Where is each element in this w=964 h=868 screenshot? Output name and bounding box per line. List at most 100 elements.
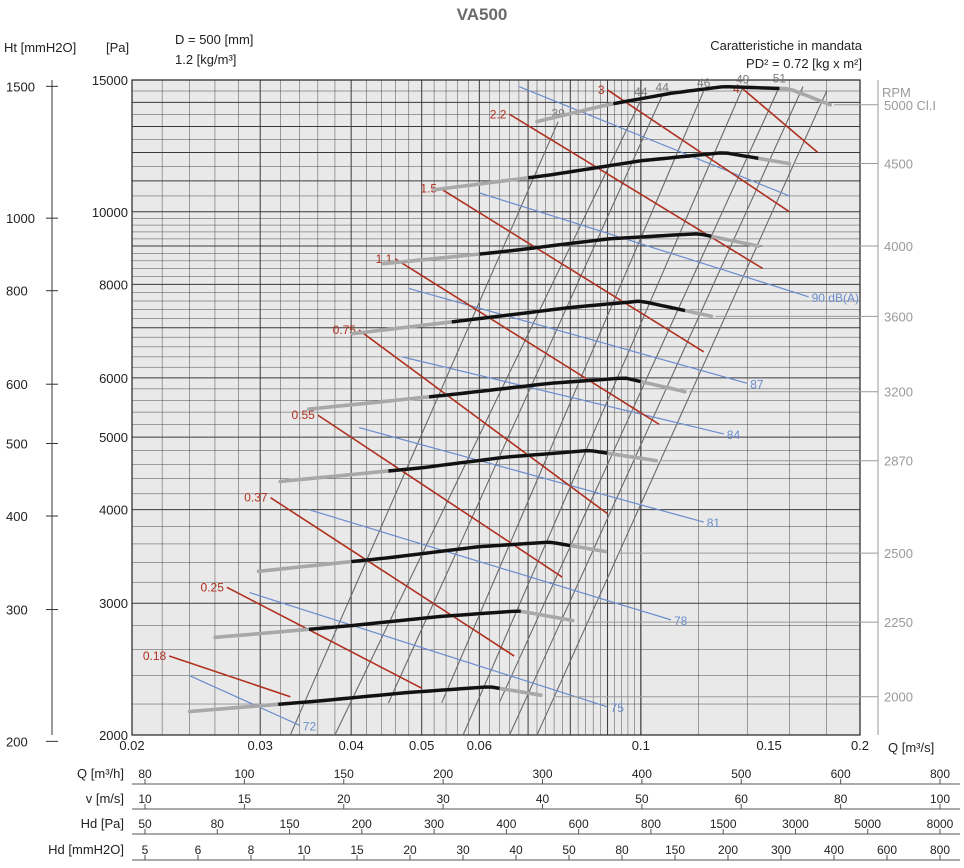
rpm-curves: 5000 Cl.I 4500 4000 3600 3200 2870 2500 2250 200…: [187, 84, 936, 714]
efficiency-line: [289, 121, 559, 736]
rpm-curve-operating: [350, 540, 571, 564]
bottom-scale-tick-label: 300: [424, 817, 444, 831]
pa-axis-title: [Pa]: [106, 40, 129, 55]
efficiency-line: [462, 87, 744, 736]
power-label: 0.75: [333, 323, 357, 337]
bottom-scale-tick-label: 200: [352, 817, 372, 831]
rpm-curve-operating: [613, 84, 780, 106]
efficiency-line: [334, 99, 642, 736]
noise-line: [358, 426, 704, 523]
power-line: [439, 187, 705, 353]
bottom-scale-tick-label: 80: [834, 792, 848, 806]
inertia-label: PD² = 0.72 [kg x m²]: [746, 56, 862, 71]
efficiency-line: [498, 86, 780, 703]
pa-tick-label: 6000: [99, 371, 128, 386]
rpm-curve-operating: [388, 448, 608, 473]
noise-label: 78: [674, 614, 688, 628]
rpm-curve-operating: [428, 376, 642, 399]
bottom-scale-tick-label: 200: [718, 843, 738, 857]
ht-tick-label: 1500: [6, 79, 35, 94]
noise-label: 87: [750, 377, 764, 391]
chart-title: VA500: [457, 5, 508, 24]
x-tick-label: 0.1: [632, 738, 650, 753]
bottom-scale-tick-label: 60: [735, 792, 749, 806]
rpm-value: 4500: [884, 157, 913, 172]
bottom-scale-tick-label: 100: [234, 767, 254, 781]
pa-tick-label: 10000: [92, 205, 128, 220]
bottom-scale-tick-label: 800: [641, 817, 661, 831]
bottom-scale-label: Hd [mmH2O]: [48, 842, 124, 857]
bottom-scale-tick-label: 150: [334, 767, 354, 781]
pa-tick-label: 8000: [99, 277, 128, 292]
delivery-characteristics-label: Caratteristiche in mandata: [710, 38, 863, 53]
power-label: 3: [598, 83, 605, 97]
bottom-scale-label: v [m/s]: [86, 791, 124, 806]
bottom-scale-label: Q [m³/h]: [77, 766, 124, 781]
noise-label: 75: [611, 701, 625, 715]
bottom-scale-tick-label: 150: [665, 843, 685, 857]
x-tick-label: 0.06: [467, 738, 492, 753]
bottom-scale-tick-label: 20: [403, 843, 417, 857]
bottom-scale-tick-label: 10: [297, 843, 311, 857]
bottom-scale-tick-label: 6: [195, 843, 202, 857]
power-label: 0.25: [201, 580, 225, 594]
efficiency-label: 49: [736, 73, 750, 87]
noise-lines: 72 75 78 81 84 87 90 dB(A): [189, 86, 859, 733]
bottom-scale-tick-label: 400: [824, 843, 844, 857]
bottom-scale-tick-label: 30: [456, 843, 470, 857]
x-tick-label: 0.03: [248, 738, 273, 753]
bottom-scale-tick-label: 500: [731, 767, 751, 781]
power-line: [270, 497, 515, 657]
power-label: 4: [733, 82, 740, 96]
bottom-scale-tick-label: 1500: [710, 817, 737, 831]
noise-line: [479, 192, 809, 298]
power-line: [742, 88, 819, 154]
bottom-scale-tick-label: 600: [831, 767, 851, 781]
ht-tick-label: 600: [6, 377, 28, 392]
bottom-scale-tick-label: 300: [771, 843, 791, 857]
power-lines: 0.180.250.370.550.751.11.52.23 4: [143, 82, 819, 698]
noise-line: [401, 356, 724, 435]
bottom-scale-tick-label: 50: [138, 817, 152, 831]
efficiency-line: [508, 86, 804, 736]
efficiency-line: [536, 90, 828, 736]
efficiency-label: 51: [773, 72, 787, 86]
power-line: [168, 655, 291, 698]
noise-line: [518, 86, 790, 197]
x-tick-label: 0.02: [119, 738, 144, 753]
rpm-value: 2250: [884, 615, 913, 630]
noise-line: [189, 675, 301, 726]
power-label: 1.5: [420, 181, 437, 195]
bottom-scale-tick-label: 600: [569, 817, 589, 831]
bottom-scale-tick-label: 50: [562, 843, 576, 857]
bottom-scale-tick-label: 15: [238, 792, 252, 806]
bottom-scale-tick-label: 800: [930, 767, 950, 781]
rpm-curve-operating: [479, 232, 712, 256]
power-label: 0.55: [291, 408, 315, 422]
power-label: 0.37: [244, 491, 268, 505]
bottom-scale-tick-label: 5000: [854, 817, 881, 831]
bottom-scale-tick-label: 3000: [782, 817, 809, 831]
rpm-curve-operating: [451, 299, 686, 324]
bottom-scale-tick-label: 40: [536, 792, 550, 806]
rpm-value: 3200: [884, 385, 913, 400]
bottom-scale-tick-label: 400: [496, 817, 516, 831]
ht-tick-label: 500: [6, 436, 28, 451]
bottom-scale-tick-label: 80: [138, 767, 152, 781]
power-line: [509, 113, 764, 270]
power-line: [226, 586, 423, 689]
bottom-scale-tick-label: 40: [509, 843, 523, 857]
efficiency-label: 46: [697, 76, 711, 90]
efficiency-line: [441, 90, 705, 704]
rpm-label: RPM: [882, 85, 911, 100]
bottom-scale-tick-label: 80: [615, 843, 629, 857]
power-line: [607, 89, 790, 213]
axes: 0.02 0.03 0.04 0.05 0.06 0.1 0.15 0.22000300040…: [6, 73, 879, 753]
pa-tick-label: 5000: [99, 430, 128, 445]
bottom-scale-tick-label: 15: [350, 843, 364, 857]
noise-label: 84: [727, 428, 741, 442]
bottom-scale-tick-label: 600: [877, 843, 897, 857]
bottom-scale-tick-label: 8: [248, 843, 255, 857]
rpm-curve-operating: [308, 609, 521, 631]
bottom-scale-tick-label: 400: [632, 767, 652, 781]
